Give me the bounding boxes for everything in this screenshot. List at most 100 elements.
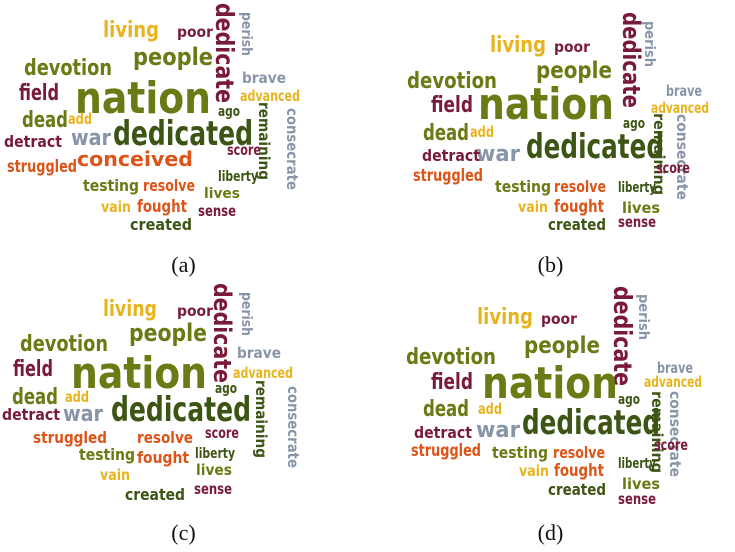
word-remaining: remaining [650,113,668,195]
word-war: war [71,126,111,151]
word-dedicate: dedicate [210,3,239,103]
word-score: score [205,424,239,442]
word-perish: perish [238,12,254,56]
word-ago: ago [618,392,640,408]
panel-a: living poor dedicate perish people devotion br… [0,0,367,277]
word-people: people [524,333,600,359]
word-remaining: remaining [648,391,666,473]
word-living: living [490,33,546,58]
word-created: created [125,485,185,504]
word-field: field [431,370,473,395]
word-devotion: devotion [406,345,496,370]
word-dead: dead [12,385,58,410]
word-war: war [476,418,520,443]
word-resolve: resolve [143,176,195,195]
caption-c: (c) [171,520,196,545]
word-brave: brave [242,69,286,87]
word-consecrate: consecrate [283,108,301,190]
word-war: war [63,402,103,427]
word-ago: ago [215,381,237,397]
word-conceived: conceived [77,147,193,171]
word-resolve: resolve [554,177,606,196]
word-living: living [477,305,533,330]
word-advanced: advanced [240,87,300,105]
word-poor: poor [541,310,578,328]
word-field: field [13,357,53,382]
word-liberty: liberty [195,446,235,462]
word-devotion: devotion [20,332,108,357]
word-advanced: advanced [644,373,702,391]
word-dead: dead [423,397,469,422]
word-fought: fought [137,197,187,217]
word-add: add [68,110,92,128]
word-add: add [478,400,502,418]
word-advanced: advanced [233,364,293,382]
word-dead: dead [22,108,68,133]
word-struggled: struggled [33,428,107,447]
word-testing: testing [79,445,135,464]
word-remaining: remaining [252,380,270,458]
word-dedicated: dedicated [526,127,664,167]
word-score: score [656,159,690,177]
word-detract: detract [4,132,62,151]
word-created: created [548,480,606,499]
word-lives: lives [622,475,660,493]
panel-d: living poor dedicate perish people devotion br… [367,276,734,552]
word-testing: testing [495,177,551,196]
word-dedicate: dedicate [608,286,637,386]
word-vain: vain [101,198,131,216]
word-consecrate: consecrate [284,386,302,468]
word-dedicate: dedicate [208,283,236,383]
word-vain: vain [518,198,548,216]
word-consecrate: consecrate [673,114,691,200]
word-detract: detract [414,423,472,442]
word-detract: detract [422,146,480,165]
word-brave: brave [237,344,281,362]
word-living: living [103,297,157,322]
word-brave: brave [657,359,693,377]
word-testing: testing [83,176,139,195]
word-field: field [431,93,473,118]
word-struggled: struggled [411,441,481,461]
word-resolve: resolve [553,443,605,462]
word-war: war [476,142,520,167]
word-remaining: remaining [255,102,273,180]
word-dedicated: dedicated [522,403,660,443]
caption-d: (d) [537,520,564,545]
word-lives: lives [204,186,240,202]
word-sense: sense [194,480,232,498]
word-struggled: struggled [7,157,77,177]
word-nation: nation [482,358,618,409]
word-perish: perish [238,292,254,336]
word-testing: testing [492,443,548,462]
word-devotion: devotion [24,56,112,81]
word-score: score [654,436,688,454]
word-detract: detract [2,405,60,424]
word-field: field [19,81,59,106]
word-dedicated: dedicated [111,390,251,430]
word-people: people [536,58,612,84]
word-dedicated: dedicated [113,114,253,154]
word-sense: sense [618,213,656,231]
word-fought: fought [554,197,604,217]
word-ago: ago [218,104,240,120]
word-consecrate: consecrate [666,391,684,477]
word-vain: vain [100,466,130,484]
word-dedicate: dedicate [617,12,645,108]
word-sense: sense [198,202,236,220]
caption-b: (b) [537,252,564,277]
word-resolve: resolve [137,428,193,447]
word-poor: poor [554,38,591,56]
word-people: people [133,43,213,71]
word-fought: fought [137,448,189,467]
word-lives: lives [622,199,660,217]
word-sense: sense [618,490,656,508]
word-dead: dead [423,121,469,146]
word-devotion: devotion [407,69,497,94]
word-score: score [227,141,261,159]
word-add: add [470,123,494,141]
